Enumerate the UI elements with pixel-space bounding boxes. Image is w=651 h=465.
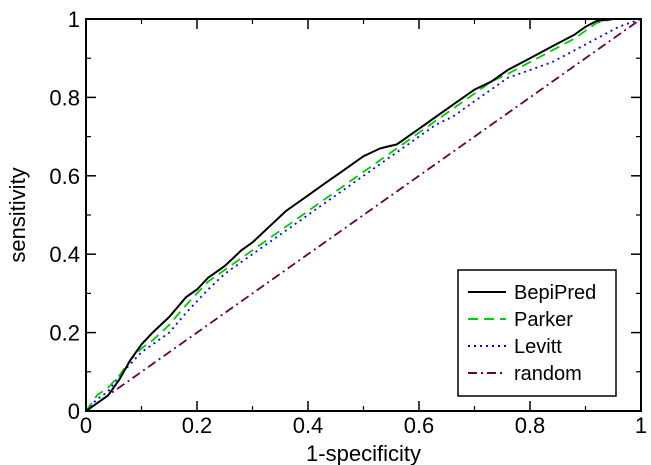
x-axis-label: 1-specificity <box>306 441 421 465</box>
x-tick-label: 1 <box>635 413 647 438</box>
plot-frame <box>85 18 642 412</box>
legend-label-parker: Parker <box>514 309 573 331</box>
legend-label-levitt: Levitt <box>514 336 562 358</box>
y-tick-label: 0 <box>68 399 80 424</box>
x-axis-ticks: 0 0.2 0.4 0.6 0.8 1 <box>80 19 647 438</box>
x-tick-label: 0.6 <box>404 413 435 438</box>
y-tick-label: 0.8 <box>49 85 80 110</box>
x-tick-label: 0 <box>80 413 92 438</box>
legend-label-random: random <box>514 363 582 385</box>
series-line-parker <box>85 18 641 412</box>
y-tick-label: 0.6 <box>49 164 80 189</box>
y-tick-label: 0.2 <box>49 321 80 346</box>
legend-label-bepipred: BepiPred <box>514 282 596 304</box>
series-line-levitt <box>85 18 642 412</box>
legend: BepiPred Parker Levitt random <box>457 269 617 397</box>
y-tick-label: 0.4 <box>49 242 80 267</box>
y-axis-ticks: 0 0.2 0.4 0.6 0.8 1 <box>49 7 641 424</box>
x-tick-label: 0.8 <box>515 413 546 438</box>
plot-content <box>85 18 642 412</box>
y-axis-label: sensitivity <box>5 167 30 262</box>
x-tick-label: 0.2 <box>182 413 213 438</box>
x-tick-label: 0.4 <box>293 413 324 438</box>
series-line-bepipred <box>85 18 641 412</box>
y-tick-label: 1 <box>68 7 80 32</box>
